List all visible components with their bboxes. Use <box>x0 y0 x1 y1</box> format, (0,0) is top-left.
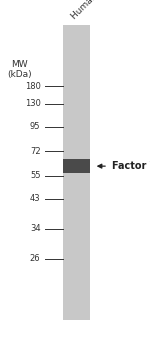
Text: 55: 55 <box>30 171 40 181</box>
Text: Factor VII: Factor VII <box>112 161 150 171</box>
Text: MW
(kDa): MW (kDa) <box>7 60 32 79</box>
Text: 43: 43 <box>30 194 40 203</box>
Text: 26: 26 <box>30 254 40 263</box>
Text: Human plasma: Human plasma <box>70 0 125 21</box>
Text: 72: 72 <box>30 147 40 156</box>
Bar <box>63 25 90 320</box>
Text: 95: 95 <box>30 122 40 131</box>
Text: 130: 130 <box>25 99 40 108</box>
Text: 180: 180 <box>25 82 40 91</box>
Bar <box>63 159 90 173</box>
Text: 34: 34 <box>30 224 40 233</box>
